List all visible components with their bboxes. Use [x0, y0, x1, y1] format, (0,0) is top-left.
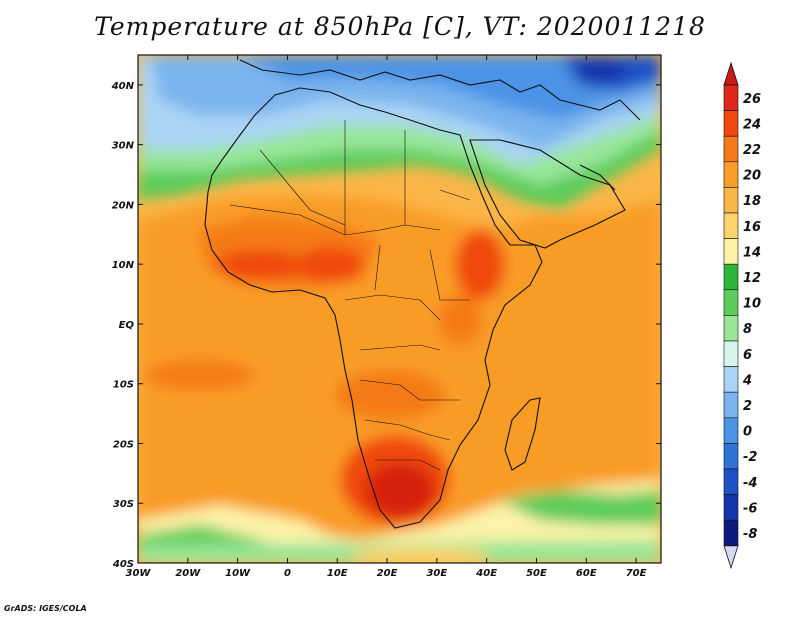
colorbar-swatch	[723, 187, 739, 214]
lat-tick-label: 20N	[112, 200, 135, 211]
colorbar-label: 14	[743, 245, 761, 260]
arabia-coastline	[469, 139, 626, 249]
colorbar-label: 8	[743, 322, 752, 337]
temperature-field	[138, 55, 661, 563]
colorbar-top-triangle	[723, 61, 739, 86]
lon-tick-label: 10E	[327, 568, 348, 579]
colorbar-swatch	[723, 519, 739, 547]
lat-tick-label: 30S	[113, 499, 134, 510]
colorbar-label: 10	[743, 297, 761, 312]
longitude-axis: 30W 20W 10W 0 10E 20E 30E 40E 50E 60E 70E	[126, 55, 647, 579]
africa-coastline	[204, 87, 543, 529]
lon-tick-label: 40E	[475, 568, 497, 579]
persian-gulf	[579, 164, 616, 191]
colorbar-swatch	[723, 263, 739, 291]
colorbar-label: 22	[743, 143, 761, 158]
colorbar-label: 24	[743, 117, 761, 132]
colorbar-swatch	[723, 289, 739, 316]
colorbar-label: 20	[743, 169, 761, 184]
colorbar-swatch	[723, 366, 739, 393]
colorbar-swatch	[723, 494, 739, 521]
lat-tick-label: 40N	[111, 81, 135, 92]
lat-tick-label: 40S	[112, 559, 134, 570]
colorbar-swatch	[723, 468, 739, 495]
colorbar-swatch	[723, 212, 739, 239]
lon-tick-label: 20W	[175, 568, 201, 579]
madagascar-coastline	[504, 397, 541, 471]
lon-tick-label: 0	[284, 568, 291, 579]
colorbar-label: 18	[743, 194, 761, 209]
colorbar-swatch	[723, 84, 739, 111]
colorbar-label: -4	[743, 476, 757, 491]
plot-frame	[137, 54, 662, 564]
colorbar-label: 0	[743, 425, 752, 440]
colorbar-label: 16	[743, 220, 761, 235]
colorbar-label: 2	[743, 399, 752, 414]
coastlines	[204, 59, 641, 529]
colorbar-swatch	[723, 443, 739, 470]
lat-tick-label: 30N	[112, 141, 135, 152]
lat-tick-label: 20S	[113, 439, 134, 450]
lon-tick-label: 10W	[225, 568, 251, 579]
colorbar-swatch	[723, 340, 739, 367]
colorbar-label: -2	[743, 450, 757, 465]
lon-tick-label: 30E	[426, 568, 447, 579]
lon-tick-label: 20E	[377, 568, 398, 579]
lon-tick-label: 60E	[576, 568, 597, 579]
colorbar-label: 26	[743, 92, 761, 107]
chart-title: Temperature at 850hPa [C], VT: 202001121…	[94, 12, 706, 41]
lon-tick-label: 50E	[526, 568, 547, 579]
country-borders	[229, 120, 471, 471]
colorbar-swatch	[723, 110, 739, 137]
colorbar-bottom-triangle	[723, 545, 739, 570]
colorbar-label: -6	[743, 501, 757, 516]
colorbar-swatch	[723, 417, 739, 444]
latitude-axis: 40N 30N 20N 10N EQ 10S 20S 30S 40S	[111, 81, 661, 570]
colorbar-swatch	[723, 238, 739, 265]
colorbar-swatch	[723, 135, 739, 163]
colorbar-label: 6	[743, 348, 752, 363]
colorbar-label: 12	[743, 271, 761, 286]
colorbar-swatch	[723, 315, 739, 342]
colorbar-label: -8	[743, 527, 757, 542]
lat-tick-label: EQ	[119, 320, 135, 331]
lat-tick-label: 10S	[113, 380, 134, 391]
lon-tick-label: 70E	[626, 568, 647, 579]
colorbar-swatch	[723, 391, 739, 419]
colorbar-swatch	[723, 161, 739, 188]
grads-credit: GrADS: IGES/COLA	[4, 604, 87, 613]
colorbar-label: 4	[742, 373, 752, 388]
lon-tick-label: 30W	[126, 568, 152, 579]
europe-coastline	[239, 59, 641, 121]
lat-tick-label: 10N	[112, 260, 135, 271]
